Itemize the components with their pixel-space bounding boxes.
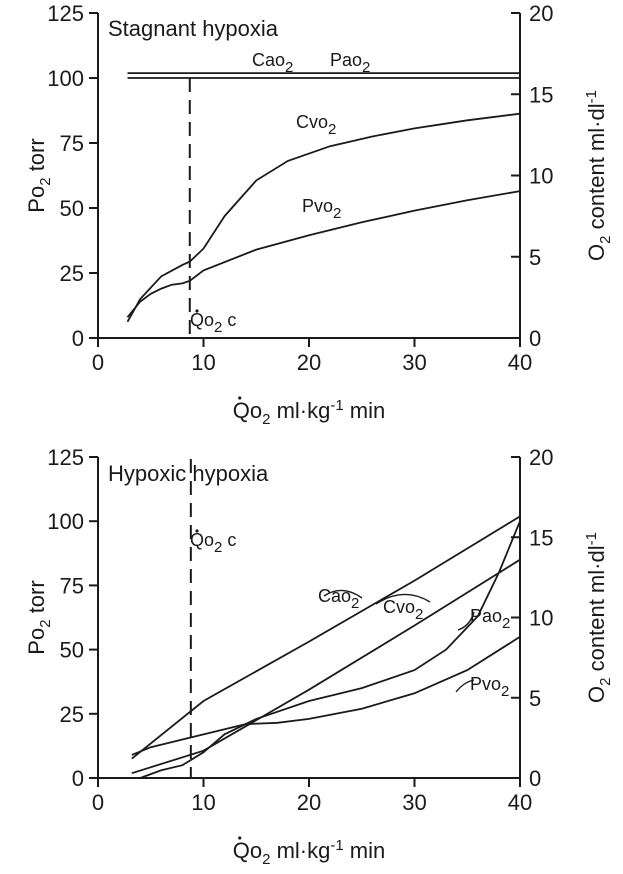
y2-axis-label: O2 content ml·dl-1 [583, 532, 614, 703]
y-tick-label: 25 [60, 702, 84, 727]
y-tick-label: 100 [47, 66, 84, 91]
y2-tick-label: 10 [529, 606, 553, 631]
x-axis-label: Qo2 ml·kg-1 min [233, 397, 386, 428]
y2-tick-label: 15 [529, 525, 553, 550]
y2-tick-label: 5 [529, 686, 541, 711]
series-label-pvo2: Pvo2 [302, 196, 341, 222]
label-leader [375, 593, 431, 605]
flow-dot [238, 396, 242, 400]
y-tick-label: 75 [60, 131, 84, 156]
panel-title: Hypoxic hypoxia [108, 461, 269, 486]
y-tick-label: 0 [72, 766, 84, 791]
y-tick-label: 75 [60, 573, 84, 598]
y2-tick-label: 0 [529, 766, 541, 791]
y-tick-label: 0 [72, 326, 84, 351]
series-label-cao2: Cao2 [252, 50, 293, 76]
y2-tick-label: 5 [529, 245, 541, 270]
series-line-pvo2 [126, 190, 521, 318]
series-label-pao2: Pao2 [330, 50, 370, 76]
x-tick-label: 40 [508, 790, 532, 815]
y-tick-label: 25 [60, 261, 84, 286]
panel-stagnant-hypoxia: 0 25 50 75 100 125 0 5 10 15 20 0 10 20 30 40 Stagnant h… [24, 1, 614, 428]
series-label-pvo2: Pvo2 [470, 674, 509, 700]
panel-hypoxic-hypoxia: 0 25 50 75 100 125 0 5 10 15 20 0 10 20 30 40 Hypoxic hy… [24, 445, 614, 868]
y-axis-label: Po2 torr [24, 138, 54, 212]
series-line-pvo2 [131, 636, 521, 756]
label-leader [457, 611, 475, 631]
series-label-cvo2: Cvo2 [383, 597, 423, 623]
y-axis-label: Po2 torr [24, 580, 54, 654]
y2-tick-label: 20 [529, 445, 553, 470]
label-leader [455, 679, 475, 693]
series-label-pao2: Pao2 [470, 606, 510, 632]
x-tick-label: 10 [191, 790, 215, 815]
x-tick-label: 20 [297, 350, 321, 375]
x-tick-label: 30 [402, 350, 426, 375]
flow-dot [195, 529, 199, 533]
flow-dot [195, 309, 199, 313]
panel-title: Stagnant hypoxia [108, 16, 279, 41]
y2-tick-label: 20 [529, 1, 553, 26]
x-tick-label: 20 [297, 790, 321, 815]
y2-axis-label: O2 content ml·dl-1 [583, 90, 614, 261]
x-tick-label: 40 [508, 350, 532, 375]
series-line-cvo2 [126, 112, 521, 323]
label-leader [323, 589, 363, 599]
y-tick-label: 50 [60, 638, 84, 663]
series-line-cao2 [131, 515, 521, 760]
series-line-cvo2 [131, 558, 521, 775]
y2-tick-label: 10 [529, 164, 553, 189]
y-tick-label: 100 [47, 509, 84, 534]
critical-delivery-label: Qo2 c [190, 310, 236, 336]
x-tick-label: 0 [92, 350, 104, 375]
x-tick-label: 10 [191, 350, 215, 375]
x-tick-label: 30 [402, 790, 426, 815]
y2-tick-label: 0 [529, 326, 541, 351]
y-tick-label: 125 [47, 1, 84, 26]
y-tick-label: 125 [47, 445, 84, 470]
flow-dot [238, 836, 242, 840]
y2-tick-label: 15 [529, 82, 553, 107]
x-tick-label: 0 [92, 790, 104, 815]
y-tick-label: 50 [60, 196, 84, 221]
x-axis-label: Qo2 ml·kg-1 min [233, 837, 386, 868]
critical-delivery-label: Qo2 c [190, 530, 236, 556]
series-line-pao2 [139, 520, 521, 779]
series-label-cvo2: Cvo2 [296, 112, 336, 138]
